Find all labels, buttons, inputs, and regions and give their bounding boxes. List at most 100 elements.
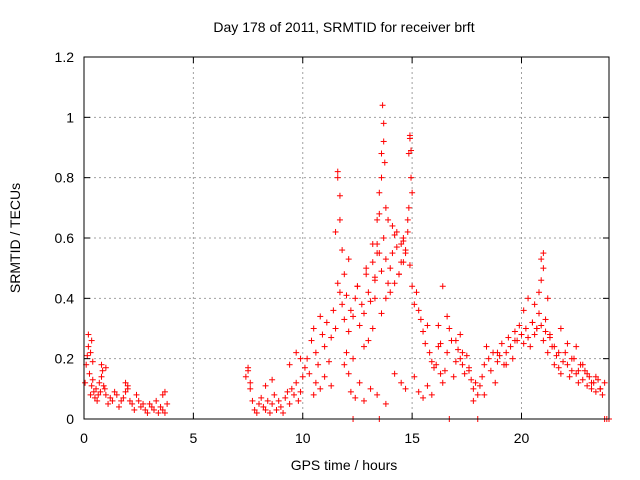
data-point bbox=[405, 150, 412, 157]
data-point bbox=[417, 316, 424, 323]
data-point bbox=[525, 295, 532, 302]
data-point bbox=[269, 400, 276, 407]
data-point bbox=[420, 328, 427, 335]
data-point bbox=[146, 400, 153, 407]
data-point bbox=[525, 334, 532, 341]
data-point bbox=[385, 280, 392, 287]
data-point bbox=[391, 280, 398, 287]
data-point bbox=[404, 228, 411, 235]
data-point bbox=[518, 331, 525, 338]
data-point bbox=[581, 367, 588, 374]
data-point bbox=[387, 289, 394, 296]
y-tick-label: 0.4 bbox=[55, 290, 75, 306]
data-point bbox=[273, 406, 280, 413]
data-point bbox=[428, 358, 435, 365]
data-point bbox=[382, 400, 389, 407]
data-point bbox=[393, 228, 400, 235]
data-point bbox=[264, 397, 271, 404]
data-point bbox=[595, 376, 602, 383]
data-point bbox=[450, 373, 457, 380]
data-point bbox=[90, 388, 97, 395]
data-point bbox=[546, 331, 553, 338]
data-point bbox=[161, 409, 168, 416]
data-point bbox=[131, 406, 138, 413]
data-point bbox=[352, 394, 359, 401]
x-axis-ticks: 0 5 10 15 20 bbox=[80, 57, 529, 446]
data-point bbox=[422, 340, 429, 347]
data-point bbox=[262, 406, 269, 413]
data-point bbox=[93, 385, 100, 392]
data-point bbox=[98, 373, 105, 380]
data-point bbox=[343, 292, 350, 299]
data-point bbox=[378, 310, 385, 317]
data-point bbox=[378, 174, 385, 181]
data-point bbox=[452, 358, 459, 365]
data-point bbox=[120, 394, 127, 401]
data-point bbox=[297, 388, 304, 395]
data-point bbox=[564, 361, 571, 368]
data-point bbox=[365, 289, 372, 296]
data-point bbox=[84, 352, 91, 359]
data-point bbox=[503, 349, 510, 356]
data-point bbox=[551, 343, 558, 350]
data-point bbox=[507, 343, 514, 350]
data-point bbox=[435, 322, 442, 329]
y-tick-label: 0.2 bbox=[55, 351, 75, 367]
data-point bbox=[295, 397, 302, 404]
data-point bbox=[468, 376, 475, 383]
data-point bbox=[133, 391, 140, 398]
data-point bbox=[511, 337, 518, 344]
data-point bbox=[86, 370, 93, 377]
data-point bbox=[262, 382, 269, 389]
data-point bbox=[100, 382, 107, 389]
data-point bbox=[310, 391, 317, 398]
data-point bbox=[371, 277, 378, 284]
data-point bbox=[566, 373, 573, 380]
data-point bbox=[365, 337, 372, 344]
data-point bbox=[361, 310, 367, 317]
data-point bbox=[116, 403, 122, 410]
data-point bbox=[389, 250, 396, 257]
x-tick-label: 10 bbox=[295, 430, 311, 446]
data-point bbox=[275, 397, 282, 404]
data-point bbox=[336, 216, 343, 223]
data-point bbox=[369, 241, 376, 248]
data-point bbox=[153, 397, 160, 404]
data-point bbox=[544, 295, 551, 302]
data-point bbox=[452, 337, 459, 344]
data-point bbox=[380, 235, 387, 241]
data-point bbox=[444, 349, 451, 356]
data-point bbox=[151, 406, 157, 413]
data-point bbox=[330, 307, 337, 314]
data-point bbox=[361, 397, 367, 404]
data-point bbox=[332, 228, 339, 235]
x-tick-label: 20 bbox=[514, 430, 530, 446]
data-point bbox=[286, 400, 293, 407]
data-point bbox=[242, 373, 249, 380]
data-point bbox=[293, 379, 300, 386]
data-point bbox=[579, 361, 586, 368]
data-point bbox=[533, 325, 540, 332]
data-point bbox=[361, 343, 367, 350]
data-point bbox=[122, 388, 129, 395]
data-point bbox=[91, 394, 98, 401]
y-tick-label: 0.6 bbox=[55, 230, 75, 246]
data-point bbox=[271, 391, 278, 398]
y-tick-label: 0 bbox=[66, 411, 74, 427]
data-point bbox=[334, 174, 341, 181]
data-point bbox=[592, 388, 599, 395]
data-point bbox=[459, 349, 466, 356]
data-point bbox=[402, 250, 409, 257]
data-point bbox=[527, 343, 534, 350]
data-point bbox=[551, 361, 558, 368]
data-point bbox=[369, 325, 376, 332]
data-point bbox=[431, 364, 437, 371]
data-point bbox=[381, 159, 388, 166]
data-point bbox=[592, 373, 599, 380]
data-point bbox=[509, 355, 516, 362]
data-point bbox=[315, 361, 322, 368]
data-point bbox=[516, 322, 523, 329]
data-point bbox=[378, 150, 385, 157]
data-point bbox=[459, 361, 466, 368]
